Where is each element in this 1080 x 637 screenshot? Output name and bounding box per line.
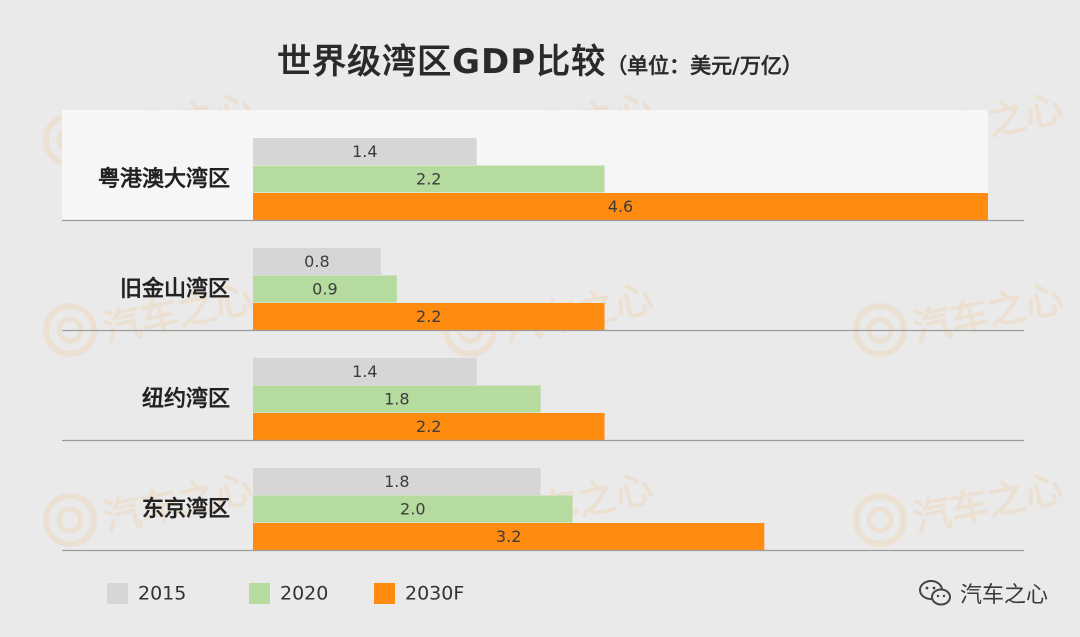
chart-title: 世界级湾区GDP比较（单位：美元/万亿） (0, 34, 1080, 83)
bar-2015 (253, 358, 477, 385)
data-label: 3.2 (496, 527, 521, 546)
data-label: 1.4 (352, 362, 377, 381)
watermark-text: 汽车之心 (909, 466, 1067, 541)
chat-bubbles-icon (918, 580, 951, 606)
category-label: 东京湾区 (142, 496, 230, 522)
data-label: 0.9 (312, 280, 337, 299)
watermark-5: 汽车之心 (853, 276, 1067, 357)
watermark-logo-icon-inner (56, 506, 84, 534)
data-label: 1.8 (384, 472, 409, 491)
bar-2030F (253, 523, 765, 550)
data-label: 1.4 (352, 142, 377, 161)
watermark-logo-icon-inner (866, 506, 894, 534)
legend-label: 2030F (405, 583, 464, 605)
category-label: 纽约湾区 (142, 386, 230, 412)
legend-swatch-2015 (107, 583, 128, 604)
legend-label: 2015 (138, 583, 186, 605)
bar-2015 (253, 468, 541, 495)
data-label: 2.2 (416, 417, 441, 436)
category-label: 旧金山湾区 (120, 276, 230, 302)
bar-2030F (253, 193, 988, 220)
data-label: 0.8 (304, 252, 329, 271)
brand-wordmark-text: 汽车之心 (959, 583, 1048, 608)
watermark-text: 汽车之心 (909, 276, 1067, 351)
data-label: 1.8 (384, 390, 409, 409)
chart-title-main: 世界级湾区GDP比较 (277, 42, 607, 82)
watermark-logo-icon (853, 493, 907, 547)
legend-swatch-2030F (374, 583, 395, 604)
data-label: 2.2 (416, 170, 441, 189)
bar-2020 (253, 275, 397, 303)
data-label: 2.2 (416, 307, 441, 326)
bar-2020 (253, 385, 541, 413)
bar-2015 (253, 248, 381, 275)
bar-2020 (253, 495, 573, 523)
data-label: 4.6 (608, 197, 633, 216)
brand-wordmark: 汽车之心 (918, 576, 1048, 610)
bar-2030F (253, 413, 605, 440)
legend-label: 2020 (280, 583, 328, 605)
chart-title-unit: （单位：美元/万亿） (606, 54, 803, 78)
watermark-8: 汽车之心 (853, 466, 1067, 547)
legend-swatch-2020 (249, 583, 270, 604)
bar-2030F (253, 303, 605, 330)
watermark-logo-icon (43, 493, 97, 547)
data-label: 2.0 (400, 500, 425, 519)
bar-2015 (253, 138, 477, 165)
bar-2020 (253, 165, 605, 193)
category-label: 粤港澳大湾区 (98, 166, 230, 192)
